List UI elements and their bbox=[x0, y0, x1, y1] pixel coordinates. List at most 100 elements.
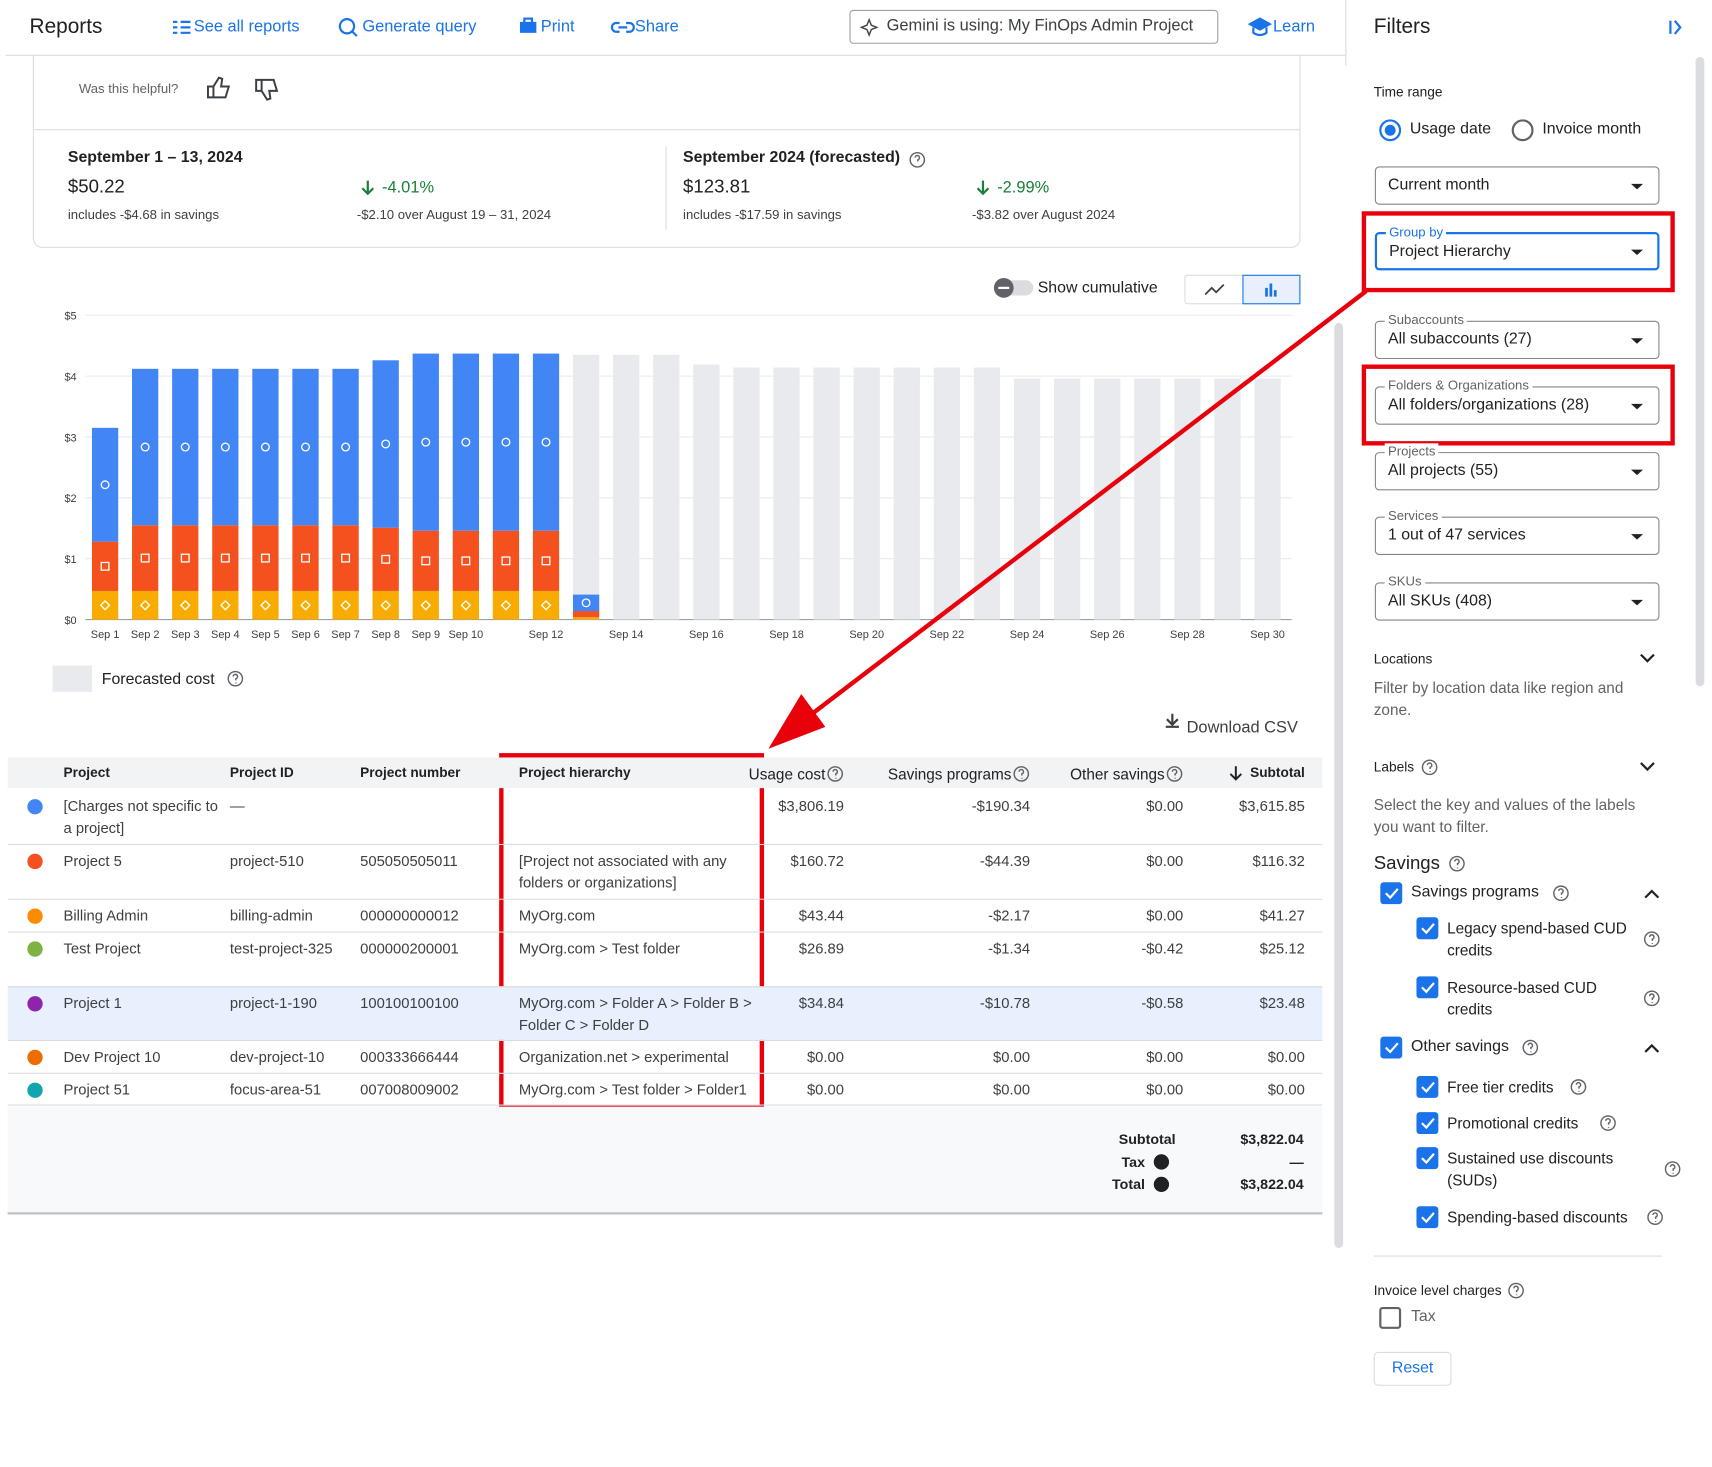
checkbox-label[interactable]: Legacy spend-based CUD credits bbox=[1447, 919, 1627, 959]
point-marker bbox=[180, 553, 190, 563]
filter-select[interactable]: All subaccounts (27) Subaccounts bbox=[1374, 311, 1660, 360]
filter-select[interactable]: All projects (55) Projects bbox=[1374, 443, 1660, 491]
table-cell: $0.00 bbox=[1267, 1081, 1305, 1098]
download-csv-button[interactable]: Download CSV bbox=[1186, 718, 1298, 737]
filter-select[interactable]: Project Hierarchy Group by bbox=[1374, 224, 1660, 271]
filter-select[interactable]: 1 out of 47 services Services bbox=[1374, 507, 1660, 555]
forecast-bar bbox=[1013, 378, 1041, 620]
bar-segment bbox=[532, 353, 560, 531]
checkbox-label[interactable]: Other savings bbox=[1410, 1037, 1509, 1056]
x-tick-label: Sep 7 bbox=[331, 629, 360, 641]
x-tick-label: Sep 5 bbox=[251, 629, 280, 641]
section-title: Savings bbox=[1373, 852, 1440, 874]
bar-segment bbox=[532, 530, 560, 591]
learn-link[interactable]: Learn bbox=[1273, 17, 1316, 37]
forecast-bar bbox=[773, 367, 800, 620]
bar-segment bbox=[292, 525, 319, 591]
table-cell: $0.00 bbox=[1146, 852, 1184, 870]
summary-amount: $50.22 bbox=[67, 176, 125, 198]
checkbox-label[interactable]: Promotional credits bbox=[1447, 1114, 1579, 1132]
checkbox-label[interactable]: Sustained use discounts (SUDs) bbox=[1447, 1149, 1614, 1189]
feedback-prompt: Was this helpful? bbox=[78, 81, 179, 97]
see-all-reports-link[interactable]: See all reports bbox=[193, 17, 300, 37]
column-header[interactable]: Project bbox=[63, 765, 110, 781]
select-value: Current month bbox=[1387, 176, 1490, 194]
share-link[interactable]: Share bbox=[634, 17, 679, 37]
point-marker bbox=[220, 599, 231, 611]
bar-segment bbox=[91, 541, 119, 591]
column-header[interactable]: Usage cost bbox=[748, 765, 826, 783]
point-marker bbox=[540, 599, 552, 611]
checkbox-label[interactable]: Spending-based discounts bbox=[1447, 1208, 1628, 1226]
bar-segment bbox=[172, 368, 199, 526]
y-tick-label: $1 bbox=[64, 554, 76, 566]
table-cell: 007008009002 bbox=[360, 1081, 459, 1098]
generate-query-link[interactable]: Generate query bbox=[362, 17, 477, 37]
column-header[interactable]: Subtotal bbox=[1250, 765, 1305, 781]
table-cell: $0.00 bbox=[993, 1048, 1031, 1066]
column-header[interactable]: Other savings bbox=[1070, 765, 1165, 783]
show-cumulative-label[interactable]: Show cumulative bbox=[1037, 279, 1158, 297]
bar-segment bbox=[372, 590, 399, 620]
column-header[interactable]: Savings programs bbox=[887, 765, 1012, 783]
table-cell: $0.00 bbox=[1146, 797, 1184, 815]
forecast-bar bbox=[1053, 378, 1081, 620]
bar-segment bbox=[212, 525, 239, 591]
checkbox-label[interactable]: Resource-based CUD credits bbox=[1447, 978, 1598, 1019]
time-range-label: Time range bbox=[1373, 84, 1443, 100]
table-cell: project-510 bbox=[229, 852, 304, 870]
total-label: Tax bbox=[1121, 1153, 1145, 1170]
bar-segment bbox=[532, 590, 560, 620]
checkbox-label[interactable]: Free tier credits bbox=[1447, 1078, 1554, 1096]
table-cell: 505050505011 bbox=[360, 852, 458, 870]
table-cell: $0.00 bbox=[1146, 1048, 1184, 1066]
point-marker bbox=[421, 437, 431, 447]
radio-label[interactable]: Invoice month bbox=[1542, 120, 1642, 138]
forecast-bar bbox=[693, 364, 720, 620]
gemini-button[interactable]: Gemini is using: My FinOps Admin Project bbox=[886, 16, 1194, 36]
bar-segment bbox=[412, 590, 439, 620]
point-marker bbox=[461, 556, 471, 566]
point-marker bbox=[140, 553, 150, 563]
bar-segment bbox=[412, 353, 439, 531]
section-title[interactable]: Labels bbox=[1373, 759, 1415, 775]
y-tick-label: $2 bbox=[64, 493, 76, 505]
bar-segment bbox=[172, 590, 199, 620]
table-cell: $43.44 bbox=[798, 907, 844, 924]
checkbox-label[interactable]: Savings programs bbox=[1410, 883, 1539, 901]
table-cell: $3,806.19 bbox=[778, 797, 844, 815]
bar-segment bbox=[452, 530, 479, 591]
print-link[interactable]: Print bbox=[540, 17, 575, 37]
column-header[interactable]: Project ID bbox=[229, 765, 294, 781]
point-marker bbox=[301, 553, 310, 563]
x-tick-label: Sep 24 bbox=[1010, 629, 1045, 641]
table-cell: Organization.net > experimental bbox=[518, 1048, 729, 1066]
table-cell: $160.72 bbox=[790, 852, 844, 870]
table-cell: MyOrg.com > Folder A > Folder B > Folder… bbox=[518, 995, 752, 1034]
column-header[interactable]: Project hierarchy bbox=[518, 765, 631, 781]
section-title: Invoice level charges bbox=[1373, 1282, 1502, 1299]
bar-segment bbox=[212, 590, 239, 620]
forecast-bar bbox=[1094, 378, 1121, 620]
column-header[interactable]: Project number bbox=[360, 765, 461, 781]
filter-select[interactable]: All SKUs (408) SKUs bbox=[1374, 573, 1660, 621]
bar-segment bbox=[91, 427, 119, 542]
time-range-select[interactable]: Current month bbox=[1374, 166, 1660, 205]
bar-segment bbox=[172, 525, 199, 591]
select-value: All SKUs (408) bbox=[1387, 592, 1493, 610]
checkbox-label[interactable]: Tax bbox=[1410, 1308, 1436, 1326]
bar-segment bbox=[332, 590, 359, 620]
section-title[interactable]: Locations bbox=[1373, 651, 1433, 667]
radio-label[interactable]: Usage date bbox=[1409, 120, 1492, 138]
point-marker bbox=[139, 599, 151, 611]
point-marker bbox=[260, 442, 270, 452]
point-marker bbox=[461, 437, 471, 447]
y-tick-label: $0 bbox=[64, 615, 76, 627]
table-cell: Project 51 bbox=[63, 1081, 131, 1098]
point-marker bbox=[99, 599, 111, 611]
forecast-bar bbox=[893, 367, 920, 620]
reset-button[interactable]: Reset bbox=[1373, 1351, 1452, 1386]
filter-select[interactable]: All folders/organizations (28) Folders & … bbox=[1374, 377, 1660, 425]
forecast-bar bbox=[613, 354, 640, 620]
point-marker bbox=[421, 556, 431, 566]
